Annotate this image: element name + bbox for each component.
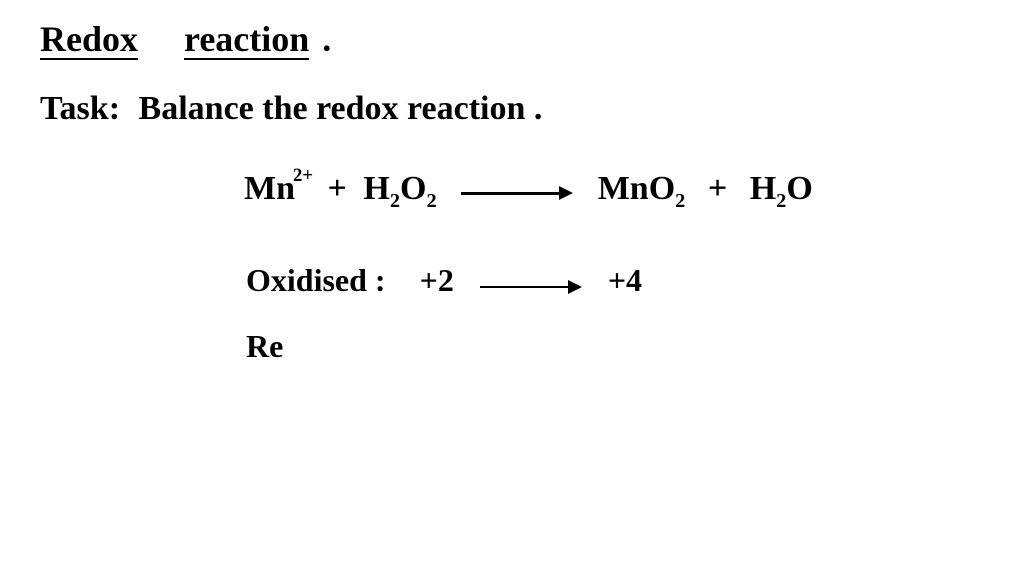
- eq-plus-1: +: [328, 170, 347, 207]
- oxidised-to: +4: [608, 262, 642, 298]
- eq-plus-2: +: [708, 170, 727, 207]
- task-text: Balance the redox reaction .: [139, 90, 543, 127]
- title-period: .: [322, 19, 331, 59]
- task-label: Task:: [40, 90, 120, 127]
- reduced-line: Re: [246, 328, 283, 365]
- eq-mn-charge: 2+: [293, 165, 313, 186]
- eq-mn: Mn: [244, 170, 295, 207]
- oxidised-arrow-icon: [480, 265, 582, 302]
- title-row: Redox reaction .: [40, 18, 331, 60]
- oxidised-label: Oxidised :: [246, 262, 386, 298]
- reduced-partial: Re: [246, 328, 283, 364]
- equation-line: Mn2+ + H2O2 MnO2 + H2O: [244, 170, 813, 213]
- eq-h2o2: H2O2: [363, 170, 445, 207]
- oxidised-from: +2: [420, 262, 454, 298]
- title-word-reaction: reaction: [184, 21, 309, 60]
- eq-mno2: MnO2: [598, 170, 694, 207]
- reaction-arrow-icon: [461, 172, 573, 210]
- oxidised-line: Oxidised : +2 +4: [246, 262, 642, 302]
- task-line: Task: Balance the redox reaction .: [40, 90, 542, 128]
- title-word-redox: Redox: [40, 21, 138, 60]
- eq-h2o: H2O: [750, 170, 813, 207]
